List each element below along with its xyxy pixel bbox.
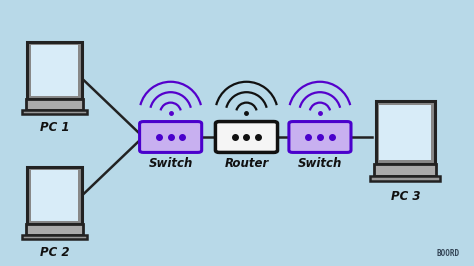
Text: BOORD: BOORD [437, 249, 460, 258]
FancyBboxPatch shape [26, 224, 83, 235]
FancyBboxPatch shape [379, 105, 431, 160]
FancyBboxPatch shape [27, 42, 82, 99]
FancyBboxPatch shape [22, 235, 87, 239]
FancyBboxPatch shape [289, 122, 351, 152]
Text: PC 3: PC 3 [391, 190, 420, 203]
FancyBboxPatch shape [30, 170, 79, 221]
Text: Router: Router [224, 157, 269, 170]
FancyBboxPatch shape [215, 122, 277, 152]
FancyBboxPatch shape [22, 110, 87, 114]
FancyBboxPatch shape [374, 164, 437, 176]
FancyBboxPatch shape [30, 45, 79, 96]
Text: PC 1: PC 1 [40, 121, 69, 134]
Text: Switch: Switch [148, 157, 193, 170]
FancyBboxPatch shape [139, 122, 201, 152]
Text: PC 2: PC 2 [40, 246, 69, 259]
Text: Switch: Switch [298, 157, 342, 170]
FancyBboxPatch shape [27, 167, 82, 224]
FancyBboxPatch shape [370, 176, 440, 181]
FancyBboxPatch shape [375, 101, 435, 164]
FancyBboxPatch shape [26, 99, 83, 110]
